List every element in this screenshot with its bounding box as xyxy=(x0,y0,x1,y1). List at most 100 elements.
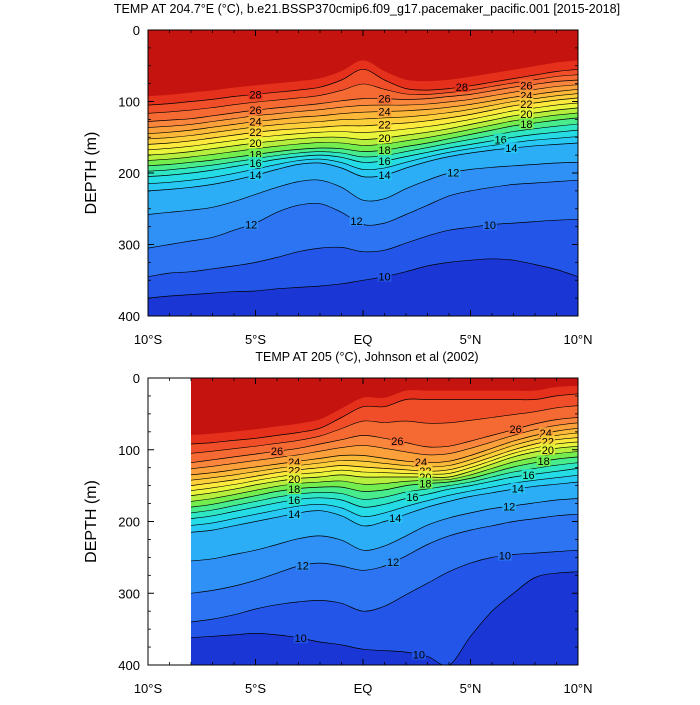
chart-title: TEMP AT 205 (°C), Johnson et al (2002) xyxy=(255,350,478,364)
contour-label: 10 xyxy=(499,551,511,563)
contour-label: 20 xyxy=(520,109,532,121)
contour-label: 24 xyxy=(249,117,261,129)
isotherm-25 xyxy=(148,84,578,128)
y-tick-label: 400 xyxy=(118,658,140,673)
contour-label: 22 xyxy=(249,127,261,139)
contour-label: 18 xyxy=(419,479,431,491)
contour-label: 16 xyxy=(249,158,261,170)
contour-label: 14 xyxy=(378,170,390,182)
y-tick-label: 100 xyxy=(118,443,140,458)
contour-label-bg xyxy=(377,144,392,156)
contour-label: 12 xyxy=(387,557,399,569)
contour-label-bg xyxy=(390,434,405,446)
contour-label: 10 xyxy=(413,650,425,662)
contour-label-bg xyxy=(287,464,302,476)
isotherm-13 xyxy=(148,161,578,215)
isotherm-28 xyxy=(148,68,578,106)
contour-label-bg xyxy=(244,218,259,230)
contour-label-bg xyxy=(295,559,310,571)
isotherm-26 xyxy=(148,79,578,122)
contour-label: 20 xyxy=(542,445,554,457)
contour-label-bg xyxy=(540,443,555,455)
contour-label-bg xyxy=(519,118,534,130)
isotherm-25 xyxy=(191,422,578,470)
contour-label-bg xyxy=(248,115,263,127)
contour-label: 12 xyxy=(297,560,309,572)
contour-label-bg xyxy=(377,154,392,166)
contour-label-bg xyxy=(446,166,461,178)
contour-label-bg xyxy=(287,473,302,485)
panel-observations: 2624222018161412262422201816141226242220… xyxy=(83,350,593,696)
isotherm-19 xyxy=(148,112,578,161)
isotherm-10 xyxy=(148,258,578,299)
contour-label: 26 xyxy=(510,424,522,436)
contour-label: 16 xyxy=(288,495,300,507)
contour-label-bg xyxy=(414,456,429,468)
contour-label-bg xyxy=(418,465,433,477)
isotherm-11 xyxy=(148,219,578,278)
contour-label: 26 xyxy=(391,436,403,448)
contour-label: 20 xyxy=(249,138,261,150)
contour-label-bg xyxy=(248,156,263,168)
isotherm-28 xyxy=(191,393,578,445)
contour-label-bg xyxy=(508,423,523,435)
contour-field: 2624222018161412262422201816141226242220… xyxy=(191,378,578,665)
contour-label: 24 xyxy=(378,107,390,119)
contour-label: 14 xyxy=(512,484,524,496)
contour-label: 20 xyxy=(378,133,390,145)
contour-label: 12 xyxy=(447,167,459,179)
y-tick-label: 200 xyxy=(118,515,140,530)
contour-label-bg xyxy=(497,549,512,561)
contour-label-bg xyxy=(287,507,302,519)
isotherm-22 xyxy=(148,97,578,145)
contour-label-bg xyxy=(502,500,517,512)
contour-label-bg xyxy=(248,136,263,148)
isotherm-21 xyxy=(191,441,578,491)
contour-label: 12 xyxy=(503,501,515,513)
contour-label: 18 xyxy=(378,145,390,157)
contour-label-bg xyxy=(349,214,364,226)
y-tick-label: 200 xyxy=(118,166,140,181)
contour-label-bg xyxy=(248,126,263,138)
contour-label: 20 xyxy=(288,474,300,486)
contour-label: 10 xyxy=(378,272,390,284)
y-axis-label: DEPTH (m) xyxy=(83,132,100,215)
contour-label-bg xyxy=(536,455,551,467)
contour-label-bg xyxy=(482,218,497,230)
contour-label-bg xyxy=(293,632,308,644)
contour-label: 14 xyxy=(249,170,261,182)
contour-label-bg xyxy=(519,89,534,101)
contour-label-bg xyxy=(377,169,392,181)
contour-label: 22 xyxy=(378,119,390,131)
x-tick-label: EQ xyxy=(354,332,373,347)
contour-label-bg xyxy=(519,79,534,91)
x-tick-label: 10°S xyxy=(134,681,163,696)
isotherm-20 xyxy=(148,107,578,156)
contour-label: 28 xyxy=(249,89,261,101)
contour-label-bg xyxy=(270,445,284,457)
contour-label-bg xyxy=(454,80,469,92)
isotherm-11 xyxy=(191,549,578,623)
contour-label-bg xyxy=(248,88,263,100)
contour-label: 26 xyxy=(271,446,283,458)
contour-label-bg xyxy=(287,493,302,505)
contour-label-bg xyxy=(405,491,420,503)
isotherm-27 xyxy=(191,405,578,454)
contour-label: 12 xyxy=(350,216,362,228)
contour-label-bg xyxy=(540,435,555,447)
isotherm-20 xyxy=(191,445,578,497)
contour-label: 16 xyxy=(378,156,390,168)
contour-label: 16 xyxy=(406,492,418,504)
y-tick-label: 0 xyxy=(133,371,140,386)
contour-label-bg xyxy=(377,270,392,282)
contour-label-bg xyxy=(248,148,263,160)
isotherm-17 xyxy=(148,123,578,172)
contour-label-bg xyxy=(418,477,433,489)
contour-label-bg xyxy=(388,511,403,523)
isotherm-22 xyxy=(191,437,578,486)
isotherm-24 xyxy=(148,88,578,135)
contour-label: 26 xyxy=(249,105,261,117)
isotherm-17 xyxy=(191,462,578,514)
